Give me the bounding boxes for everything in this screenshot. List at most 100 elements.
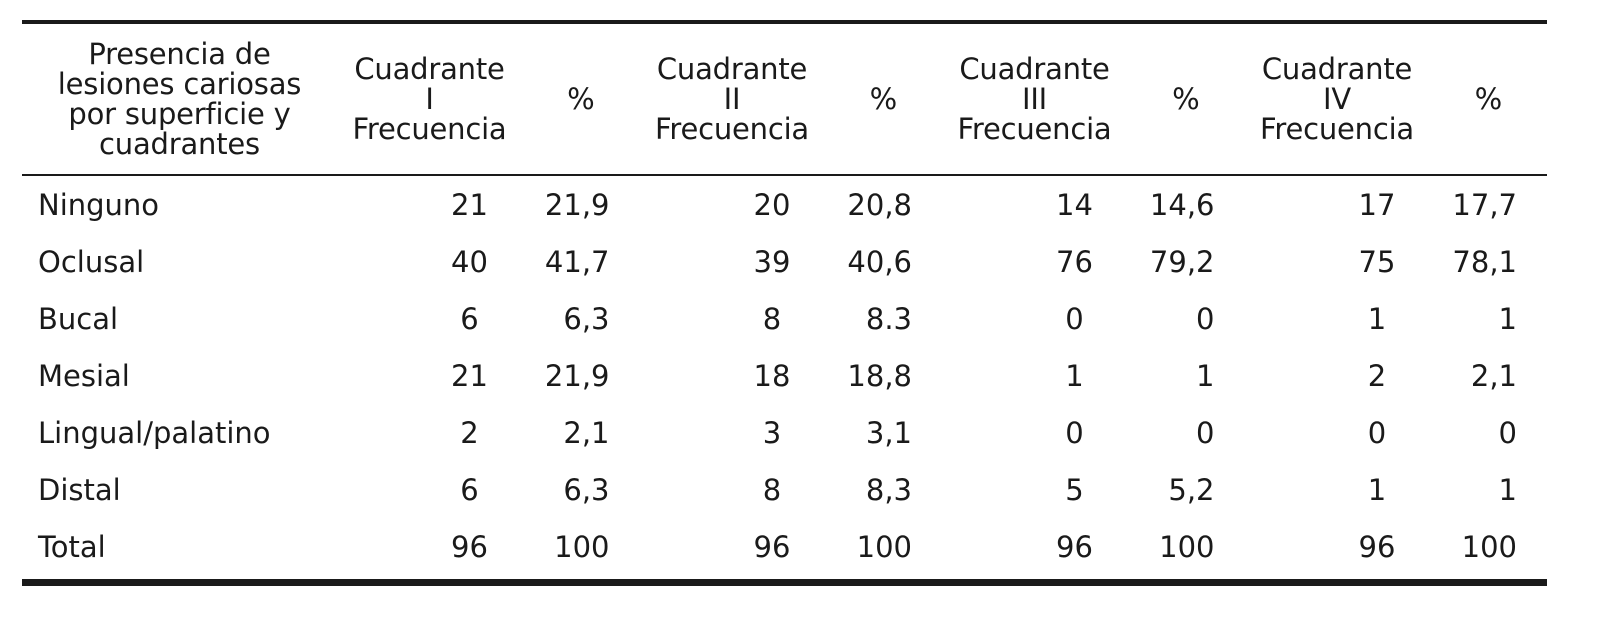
header-line: Cuadrante	[354, 52, 505, 86]
header-line: Presencia de	[88, 37, 271, 71]
frequency-cell: 1	[1367, 301, 1387, 336]
frequency-cell: 96	[753, 529, 791, 564]
percent-cell: 40,6	[847, 244, 912, 279]
header-line: Cuadrante	[1261, 52, 1413, 86]
header-quadrant-2-frequency: Cuadrante II Frecuencia	[640, 24, 825, 175]
percent-cell: 6,3	[563, 301, 610, 336]
percent-cell: 79,2	[1149, 244, 1215, 279]
percent-cell: 21,9	[522, 174, 640, 233]
frequency-cell: 1	[1065, 358, 1084, 393]
header-line: Frecuencia	[957, 112, 1112, 146]
percent-cell: 2,1	[563, 415, 610, 450]
percent-cell: 20,8	[824, 174, 942, 233]
percent-cell: 100	[856, 529, 912, 564]
frequency-cell: 0	[1367, 415, 1387, 450]
header-line: cuadrantes	[99, 127, 260, 161]
frequency-cell: 21	[451, 358, 488, 393]
header-line: I	[425, 82, 434, 116]
row-label: Oclusal	[38, 244, 145, 279]
frequency-cell: 8	[762, 301, 782, 336]
percent-cell: 2,1	[1470, 358, 1517, 393]
percent-cell: 1	[1498, 301, 1517, 336]
table-row: Distal 6 6,3 8 8,3 5 5,2 1 1	[22, 461, 1547, 518]
header-quadrant-3-percent: %	[1172, 82, 1200, 116]
percent-cell: 100	[1159, 529, 1215, 564]
frequency-cell: 0	[1065, 415, 1084, 450]
frequency-cell: 76	[1056, 244, 1093, 279]
percent-cell: 0	[1196, 415, 1215, 450]
frequency-cell: 17	[1244, 174, 1430, 233]
frequency-cell: 18	[753, 358, 791, 393]
percent-cell: 8,3	[865, 472, 912, 507]
frequency-cell: 5	[1065, 472, 1084, 507]
frequency-cell: 6	[460, 472, 479, 507]
percent-cell: 0	[1498, 415, 1517, 450]
frequency-cell: 96	[451, 529, 488, 564]
header-line: II	[723, 82, 741, 116]
header-quadrant-1-frequency: Cuadrante I Frecuencia	[337, 24, 522, 175]
frequency-cell: 2	[460, 415, 479, 450]
table-bottom-rule	[22, 579, 1547, 586]
table-row: Lingual/palatino 2 2,1 3 3,1 0 0 0 0	[22, 404, 1547, 461]
frequency-cell: 8	[762, 472, 782, 507]
frequency-cell: 96	[1358, 529, 1396, 564]
frequency-cell: 75	[1358, 244, 1396, 279]
row-label: Lingual/palatino	[38, 415, 271, 450]
table-header: Presencia de lesiones cariosas por super…	[22, 24, 1547, 175]
percent-cell: 100	[554, 529, 610, 564]
percent-cell: 5,2	[1168, 472, 1215, 507]
data-table-container: Presencia de lesiones cariosas por super…	[22, 20, 1547, 586]
percent-cell: 0	[1196, 301, 1215, 336]
header-line: Frecuencia	[352, 112, 507, 146]
percent-cell: 21,9	[544, 358, 610, 393]
frequency-cell: 6	[460, 301, 479, 336]
percent-cell: 100	[1461, 529, 1517, 564]
row-label: Total	[38, 529, 106, 564]
frequency-cell: 39	[753, 244, 791, 279]
frequency-cell: 20	[639, 174, 825, 233]
header-quadrant-3-frequency: Cuadrante III Frecuencia	[942, 24, 1127, 175]
percent-cell: 1	[1196, 358, 1215, 393]
header-line: IV	[1323, 82, 1351, 116]
header-line: Frecuencia	[1259, 112, 1415, 146]
percent-cell: 3,1	[865, 415, 912, 450]
header-line: lesiones cariosas	[57, 67, 302, 101]
percent-cell: 6,3	[563, 472, 610, 507]
table-row: Bucal 6 6,3 8 8.3 0 0 1 1	[22, 290, 1547, 347]
header-line: Cuadrante	[959, 52, 1110, 86]
header-line: por superficie y	[68, 97, 291, 131]
row-label: Bucal	[38, 301, 119, 336]
frequency-cell: 14	[942, 174, 1127, 233]
percent-cell: 14,6	[1127, 174, 1245, 233]
frequency-cell: 1	[1367, 472, 1387, 507]
header-quadrant-4-frequency: Cuadrante IV Frecuencia	[1245, 24, 1430, 175]
caries-lesions-table: Presencia de lesiones cariosas por super…	[22, 24, 1547, 575]
header-quadrant-1-percent: %	[567, 82, 595, 116]
header-quadrant-4-percent: %	[1474, 82, 1503, 116]
table-row: Ninguno 21 21,9 20 20,8 14 14,6 17 17,7	[22, 174, 1547, 233]
frequency-cell: 40	[451, 244, 488, 279]
percent-cell: 78,1	[1452, 244, 1517, 279]
table-top-rule	[22, 20, 1547, 24]
row-label: Distal	[38, 472, 121, 507]
table-body: Ninguno 21 21,9 20 20,8 14 14,6 17 17,7 Oclusal 40…	[22, 174, 1547, 575]
header-row: Presencia de lesiones cariosas por super…	[22, 24, 1547, 175]
row-label: Mesial	[38, 358, 130, 393]
frequency-cell: 3	[762, 415, 782, 450]
table-row: Oclusal 40 41,7 39 40,6 76 79,2 75 78,1	[22, 233, 1547, 290]
header-surface-quadrant: Presencia de lesiones cariosas por super…	[22, 24, 337, 175]
header-line: III	[1021, 82, 1048, 116]
frequency-cell: 21	[337, 174, 522, 233]
table-row: Total 96 100 96 100 96 100 96 100	[22, 518, 1547, 575]
header-quadrant-2-percent: %	[869, 82, 898, 116]
header-line: Cuadrante	[656, 52, 808, 86]
row-label: Ninguno	[22, 174, 337, 233]
percent-cell: 41,7	[544, 244, 610, 279]
frequency-cell: 2	[1367, 358, 1387, 393]
percent-cell: 1	[1498, 472, 1517, 507]
table-row: Mesial 21 21,9 18 18,8 1 1 2 2,1	[22, 347, 1547, 404]
percent-cell: 18,8	[847, 358, 912, 393]
header-line: Frecuencia	[654, 112, 810, 146]
percent-cell: 17,7	[1429, 174, 1547, 233]
frequency-cell: 0	[1065, 301, 1084, 336]
